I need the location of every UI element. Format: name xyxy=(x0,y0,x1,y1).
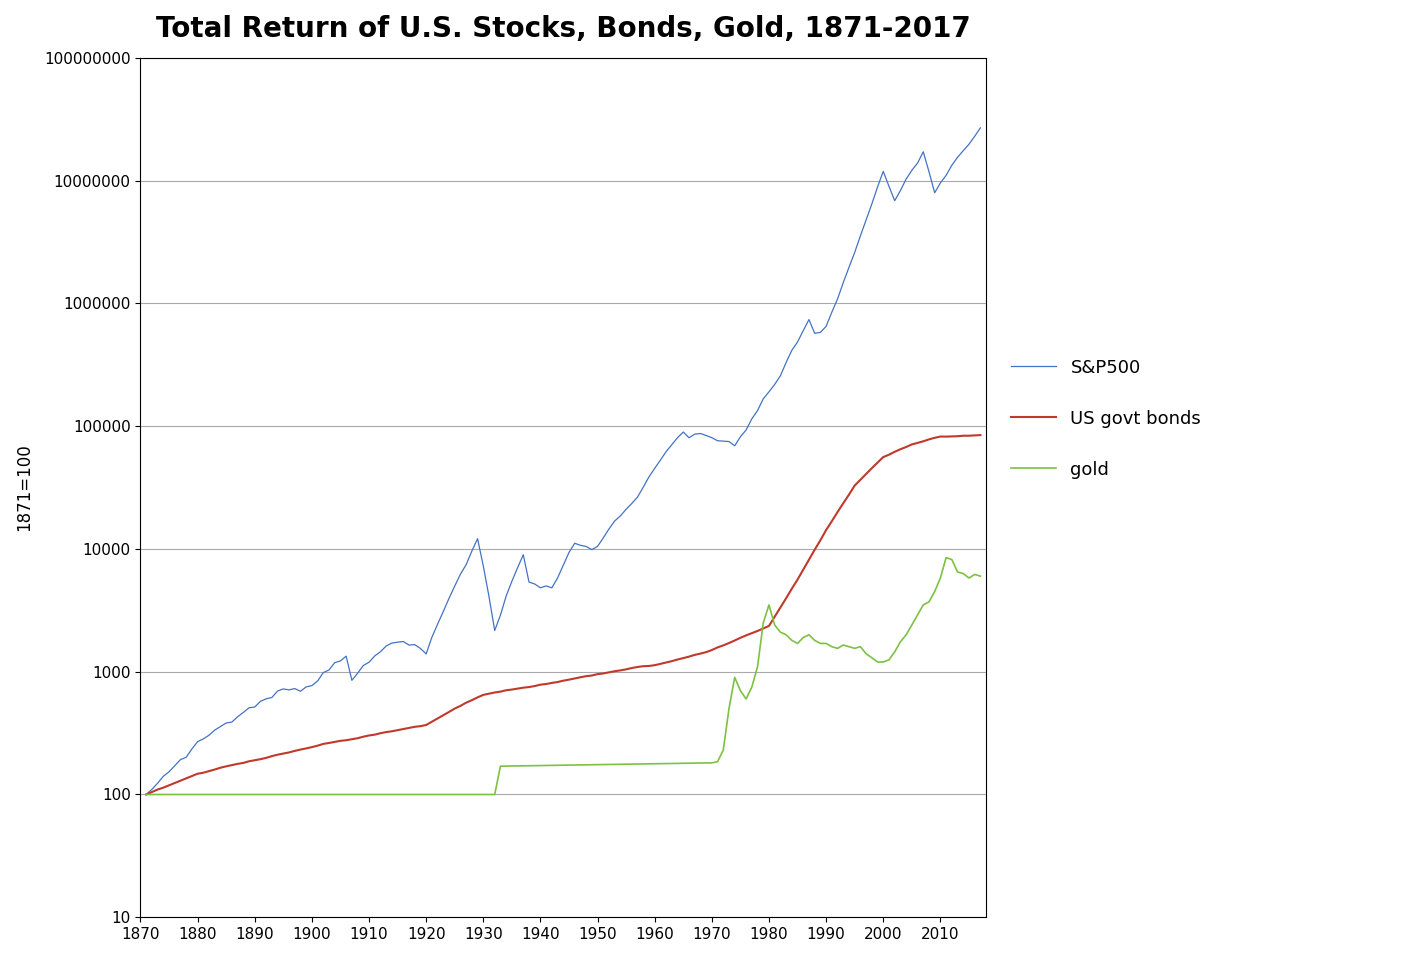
S&P500 xyxy=(972,122,989,134)
gold xyxy=(361,789,378,800)
Legend: S&P500, US govt bonds, gold: S&P500, US govt bonds, gold xyxy=(1003,351,1209,486)
Y-axis label: 1871=100: 1871=100 xyxy=(15,444,32,531)
US govt bonds xyxy=(595,668,612,679)
gold xyxy=(406,789,423,800)
S&P500 xyxy=(406,639,423,651)
gold xyxy=(714,745,731,756)
S&P500 xyxy=(361,657,378,668)
US govt bonds xyxy=(795,564,812,575)
Line: S&P500: S&P500 xyxy=(147,128,981,794)
S&P500 xyxy=(595,532,612,544)
US govt bonds xyxy=(361,730,378,742)
gold xyxy=(138,789,155,800)
S&P500 xyxy=(138,789,155,800)
gold xyxy=(972,570,989,582)
US govt bonds xyxy=(714,639,731,651)
US govt bonds xyxy=(406,721,423,732)
Title: Total Return of U.S. Stocks, Bonds, Gold, 1871-2017: Total Return of U.S. Stocks, Bonds, Gold… xyxy=(156,15,971,43)
S&P500 xyxy=(714,435,731,447)
US govt bonds xyxy=(972,430,989,441)
gold xyxy=(795,632,812,643)
gold xyxy=(937,552,954,564)
US govt bonds xyxy=(138,789,155,800)
gold xyxy=(595,759,612,770)
Line: US govt bonds: US govt bonds xyxy=(147,435,981,794)
Line: gold: gold xyxy=(147,558,981,794)
US govt bonds xyxy=(783,583,800,594)
gold xyxy=(783,634,800,646)
S&P500 xyxy=(795,324,812,336)
S&P500 xyxy=(783,345,800,356)
